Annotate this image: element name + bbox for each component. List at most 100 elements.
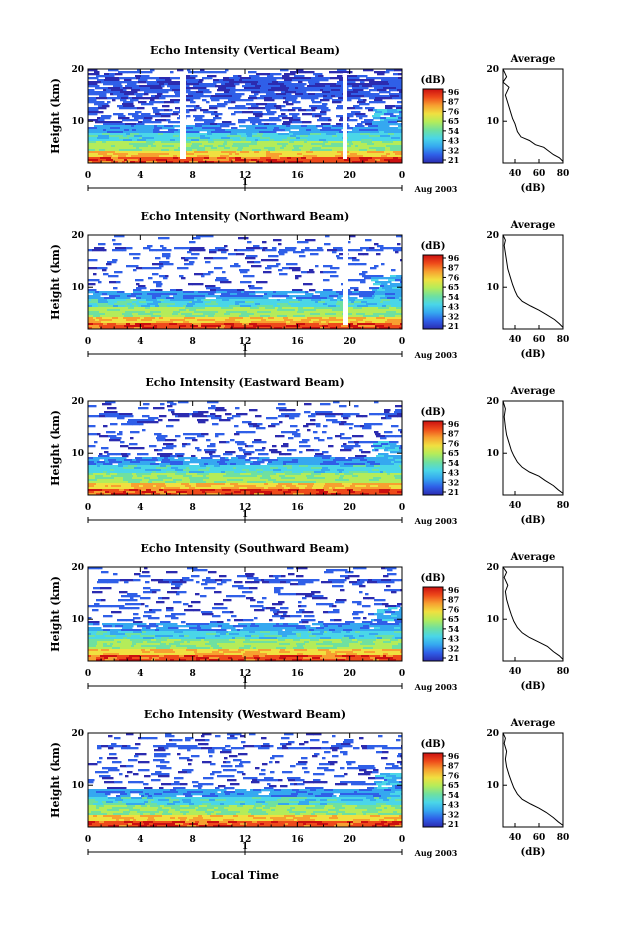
echo-cell [165,483,170,486]
echo-cell [155,317,160,320]
echo-cell [309,629,315,632]
echo-cell [322,325,329,328]
echo-cell [323,125,333,128]
echo-cell [117,105,124,108]
echo-cell [293,639,301,642]
echo-cell [220,153,225,156]
echo-cell [273,469,282,472]
echo-cell [168,419,180,422]
echo-cell [195,471,205,474]
echo-cell [367,151,375,154]
echo-cell [384,455,395,458]
echo-cell [335,457,341,460]
echo-cell [378,453,389,456]
echo-cell [220,481,227,484]
echo-cell [221,317,230,320]
echo-cell [385,605,397,608]
echo-cell [110,81,117,84]
echo-cell [287,467,293,470]
echo-cell [176,327,181,329]
echo-cell [312,157,316,160]
echo-cell [152,475,158,478]
echo-cell [320,631,325,634]
echo-cell [237,133,247,136]
echo-cell [388,129,400,132]
echo-cell [253,425,257,428]
echo-cell [319,95,324,98]
echo-cell [344,459,353,462]
echo-cell [319,139,327,142]
echo-cell [278,459,287,462]
echo-cell [148,633,155,636]
echo-cell [346,291,353,294]
echo-cell [387,473,391,476]
echo-cell [161,115,171,118]
echo-cell [374,279,379,282]
echo-cell [261,325,272,328]
echo-cell [191,465,201,468]
echo-cell [215,475,224,478]
echo-cell [292,465,300,468]
echo-cell [177,493,188,495]
echo-cell [311,129,317,132]
echo-cell [307,145,314,148]
echo-cell [323,271,328,274]
echo-cell [201,147,206,150]
echo-cell [194,623,201,626]
echo-cell [96,321,102,324]
echo-cell [327,631,333,634]
echo-cell [366,317,377,320]
echo-cell [269,85,281,88]
echo-cell [267,111,277,114]
echo-cell [369,413,379,416]
echo-cell [390,295,397,298]
echo-cell [105,313,117,316]
echo-cell [277,457,286,460]
echo-cell [399,493,402,495]
echo-cell [365,107,375,110]
echo-cell [88,475,96,478]
echo-cell [373,283,382,286]
echo-cell [247,261,255,264]
echo-cell [399,129,402,132]
echo-cell [163,479,174,482]
echo-cell [133,145,138,148]
echo-cell [247,577,259,580]
echo-cell [168,311,174,314]
echo-cell [94,459,100,462]
echo-cell [171,465,183,468]
echo-cell [369,89,374,92]
echo-cell [114,235,125,238]
echo-cell [344,493,350,495]
echo-cell [181,481,191,484]
echo-cell [277,319,285,322]
echo-cell [398,127,402,130]
date-label: Aug 2003 [414,184,458,194]
echo-cell [288,475,297,478]
echo-cell [262,291,274,294]
echo-cell [394,319,402,322]
echo-cell [246,575,254,578]
echo-cell [393,589,401,592]
echo-cell [158,477,165,480]
echo-cell [259,635,265,638]
echo-cell [325,483,337,486]
echo-cell [314,449,320,452]
echo-cell [262,249,266,252]
echo-cell [111,89,121,92]
echo-cell [280,305,292,308]
echo-cell [139,161,147,163]
echo-cell [111,411,118,414]
echo-cell [151,493,161,495]
echo-cell [186,471,190,474]
echo-cell [256,427,266,430]
echo-cell [224,327,231,329]
echo-cell [303,425,309,428]
colorbar-tick-label: 32 [448,311,459,321]
echo-cell [192,415,197,418]
echo-cell [228,631,233,634]
echo-cell [400,97,402,100]
echo-cell [325,477,337,480]
echo-cell [187,491,192,494]
echo-cell [327,493,332,495]
